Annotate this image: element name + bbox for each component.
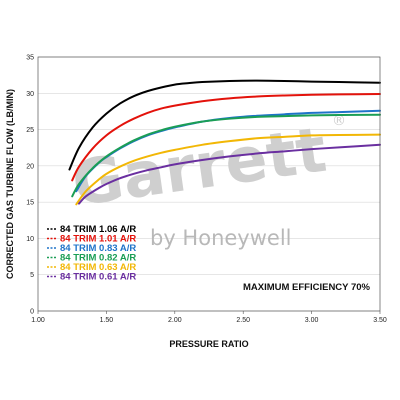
y-tick-label-7: 35 — [26, 55, 34, 62]
legend-label-5: 84 TRIM 0.61 A/R — [60, 272, 136, 283]
y-tick-label-0: 0 — [30, 309, 34, 316]
x-axis-title: PRESSURE RATIO — [169, 339, 248, 349]
series-line-5 — [78, 143, 381, 205]
y-tick-label-2: 10 — [26, 236, 34, 243]
y-axis-title: CORRECTED GAS TURBINE FLOW (LB/MIN) — [5, 89, 15, 279]
series-line-0 — [68, 79, 381, 171]
legend-label-0: 84 TRIM 1.06 A/R — [60, 224, 136, 235]
plot-frame — [37, 56, 381, 312]
series-line-3 — [71, 113, 381, 198]
series-line-1 — [71, 93, 381, 182]
legend-label-1: 84 TRIM 1.01 A/R — [60, 234, 136, 245]
legend-label-4: 84 TRIM 0.63 A/R — [60, 262, 136, 273]
legend-label-3: 84 TRIM 0.82 A/R — [60, 253, 136, 264]
x-tick-label-4: 3.00 — [305, 317, 319, 324]
y-ticks: 0 5 10 15 20 25 30 35 — [26, 55, 34, 316]
y-tick-label-4: 20 — [26, 163, 34, 170]
y-tick-label-5: 25 — [26, 127, 34, 134]
watermark-tagline: by Honeywell — [150, 226, 292, 250]
max-efficiency-annotation: MAXIMUM EFFICIENCY 70% — [243, 282, 371, 293]
x-tick-label-1: 1.50 — [100, 317, 114, 324]
legend-label-2: 84 TRIM 0.83 A/R — [60, 243, 136, 254]
y-tick-label-6: 30 — [26, 91, 34, 98]
y-tick-label-3: 15 — [26, 200, 34, 207]
series-layer — [68, 79, 381, 206]
x-tick-label-3: 2.50 — [236, 317, 250, 324]
watermark-registered: ® — [332, 113, 346, 129]
legend: 84 TRIM 1.06 A/R84 TRIM 1.01 A/R84 TRIM … — [47, 224, 136, 283]
x-ticks: 1.00 1.50 2.00 2.50 3.00 3.50 — [31, 311, 387, 324]
x-tick-label-5: 3.50 — [373, 317, 387, 324]
y-tick-label-1: 5 — [30, 272, 34, 279]
x-tick-label-2: 2.00 — [168, 317, 182, 324]
x-tick-label-0: 1.00 — [31, 317, 45, 324]
series-line-4 — [75, 133, 381, 206]
